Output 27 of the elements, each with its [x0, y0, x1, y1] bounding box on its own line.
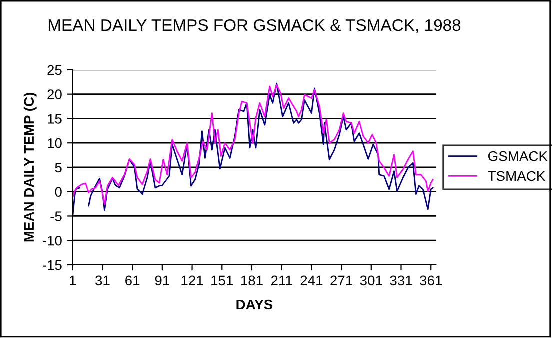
x-tick-label: 31: [96, 276, 110, 286]
y-tick-label: 20: [48, 90, 62, 100]
legend-label: TSMACK: [488, 171, 546, 182]
x-tick-label: 1: [70, 276, 76, 286]
x-tick-label: 151: [212, 276, 234, 286]
x-tick-label: 361: [420, 276, 442, 286]
x-tick-label: 181: [241, 276, 263, 286]
y-tick-label: 10: [48, 138, 62, 148]
x-axis-title: DAYS: [236, 300, 273, 310]
y-tick-label: 5: [55, 162, 62, 173]
x-tick-label: 121: [182, 276, 204, 286]
chart-title: MEAN DAILY TEMPS FOR GSMACK & TSMACK, 1988: [48, 19, 461, 34]
x-tick-label: 211: [271, 276, 292, 286]
y-tick-label: 0: [55, 187, 62, 198]
y-tick-label: -15: [42, 260, 62, 270]
y-axis-title: MEAN DAILY TEMP (C): [24, 93, 37, 242]
legend-label: GSMACK: [488, 151, 548, 162]
x-tick-label: 301: [360, 276, 382, 286]
x-tick-label: 331: [390, 276, 412, 286]
x-tick-label: 61: [126, 276, 140, 286]
x-tick-label: 91: [155, 276, 170, 286]
y-tick-label: 15: [48, 114, 62, 124]
y-tick-label: -10: [42, 236, 62, 246]
y-tick-label: -5: [50, 212, 62, 222]
x-tick-label: 241: [300, 276, 323, 286]
x-tick-label: 271: [330, 276, 352, 286]
y-tick-label: 25: [48, 65, 62, 76]
